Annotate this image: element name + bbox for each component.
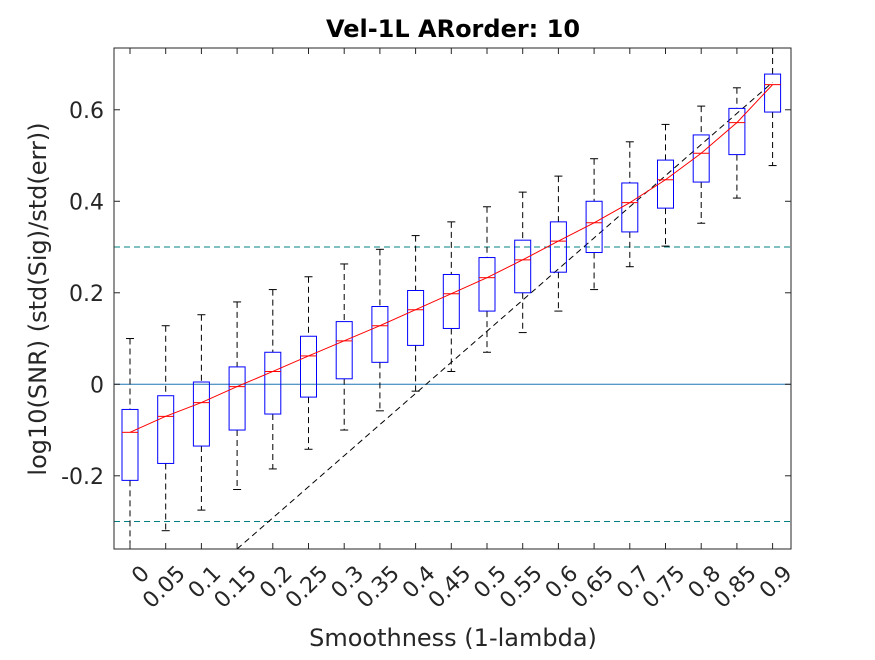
y-tick-label: 0.4 (69, 190, 104, 215)
box (442, 273, 460, 329)
box (657, 159, 674, 209)
plot-frame (113, 47, 792, 550)
box (192, 381, 210, 447)
box (300, 335, 317, 398)
box (478, 257, 496, 312)
box-group-4 (264, 289, 282, 470)
plot-area: -0.200.20.40.600.050.10.150.20.250.30.35… (61, 47, 798, 614)
box-group-12 (549, 175, 567, 312)
box (228, 366, 246, 431)
y-tick-label: 0.2 (69, 282, 104, 307)
box (549, 221, 567, 273)
plot-clipped-group (114, 48, 791, 549)
box-group-0 (121, 338, 139, 549)
box-group-16 (692, 105, 710, 224)
box-group-15 (657, 123, 674, 247)
box-group-2 (192, 314, 210, 511)
box (371, 306, 389, 363)
y-tick-label: 0 (90, 373, 104, 398)
y-tick-label: -0.2 (61, 465, 104, 490)
y-axis-label: log10(SNR) (std(Sig)/std(err)) (24, 122, 52, 475)
box-group-11 (514, 191, 532, 334)
box (407, 289, 425, 346)
chart-title: Vel-1L ARorder: 10 (326, 15, 580, 43)
box (514, 239, 532, 294)
box-group-9 (442, 221, 460, 372)
box (121, 408, 139, 481)
reference-line-diagonal (236, 81, 773, 549)
box (692, 134, 710, 183)
box (264, 351, 282, 415)
median-trend-line (129, 84, 773, 433)
box (728, 107, 746, 156)
box (157, 395, 175, 464)
y-tick-label: 0.6 (69, 99, 104, 124)
x-axis-label: Smoothness (1-lambda) (309, 624, 597, 652)
box (335, 321, 353, 380)
